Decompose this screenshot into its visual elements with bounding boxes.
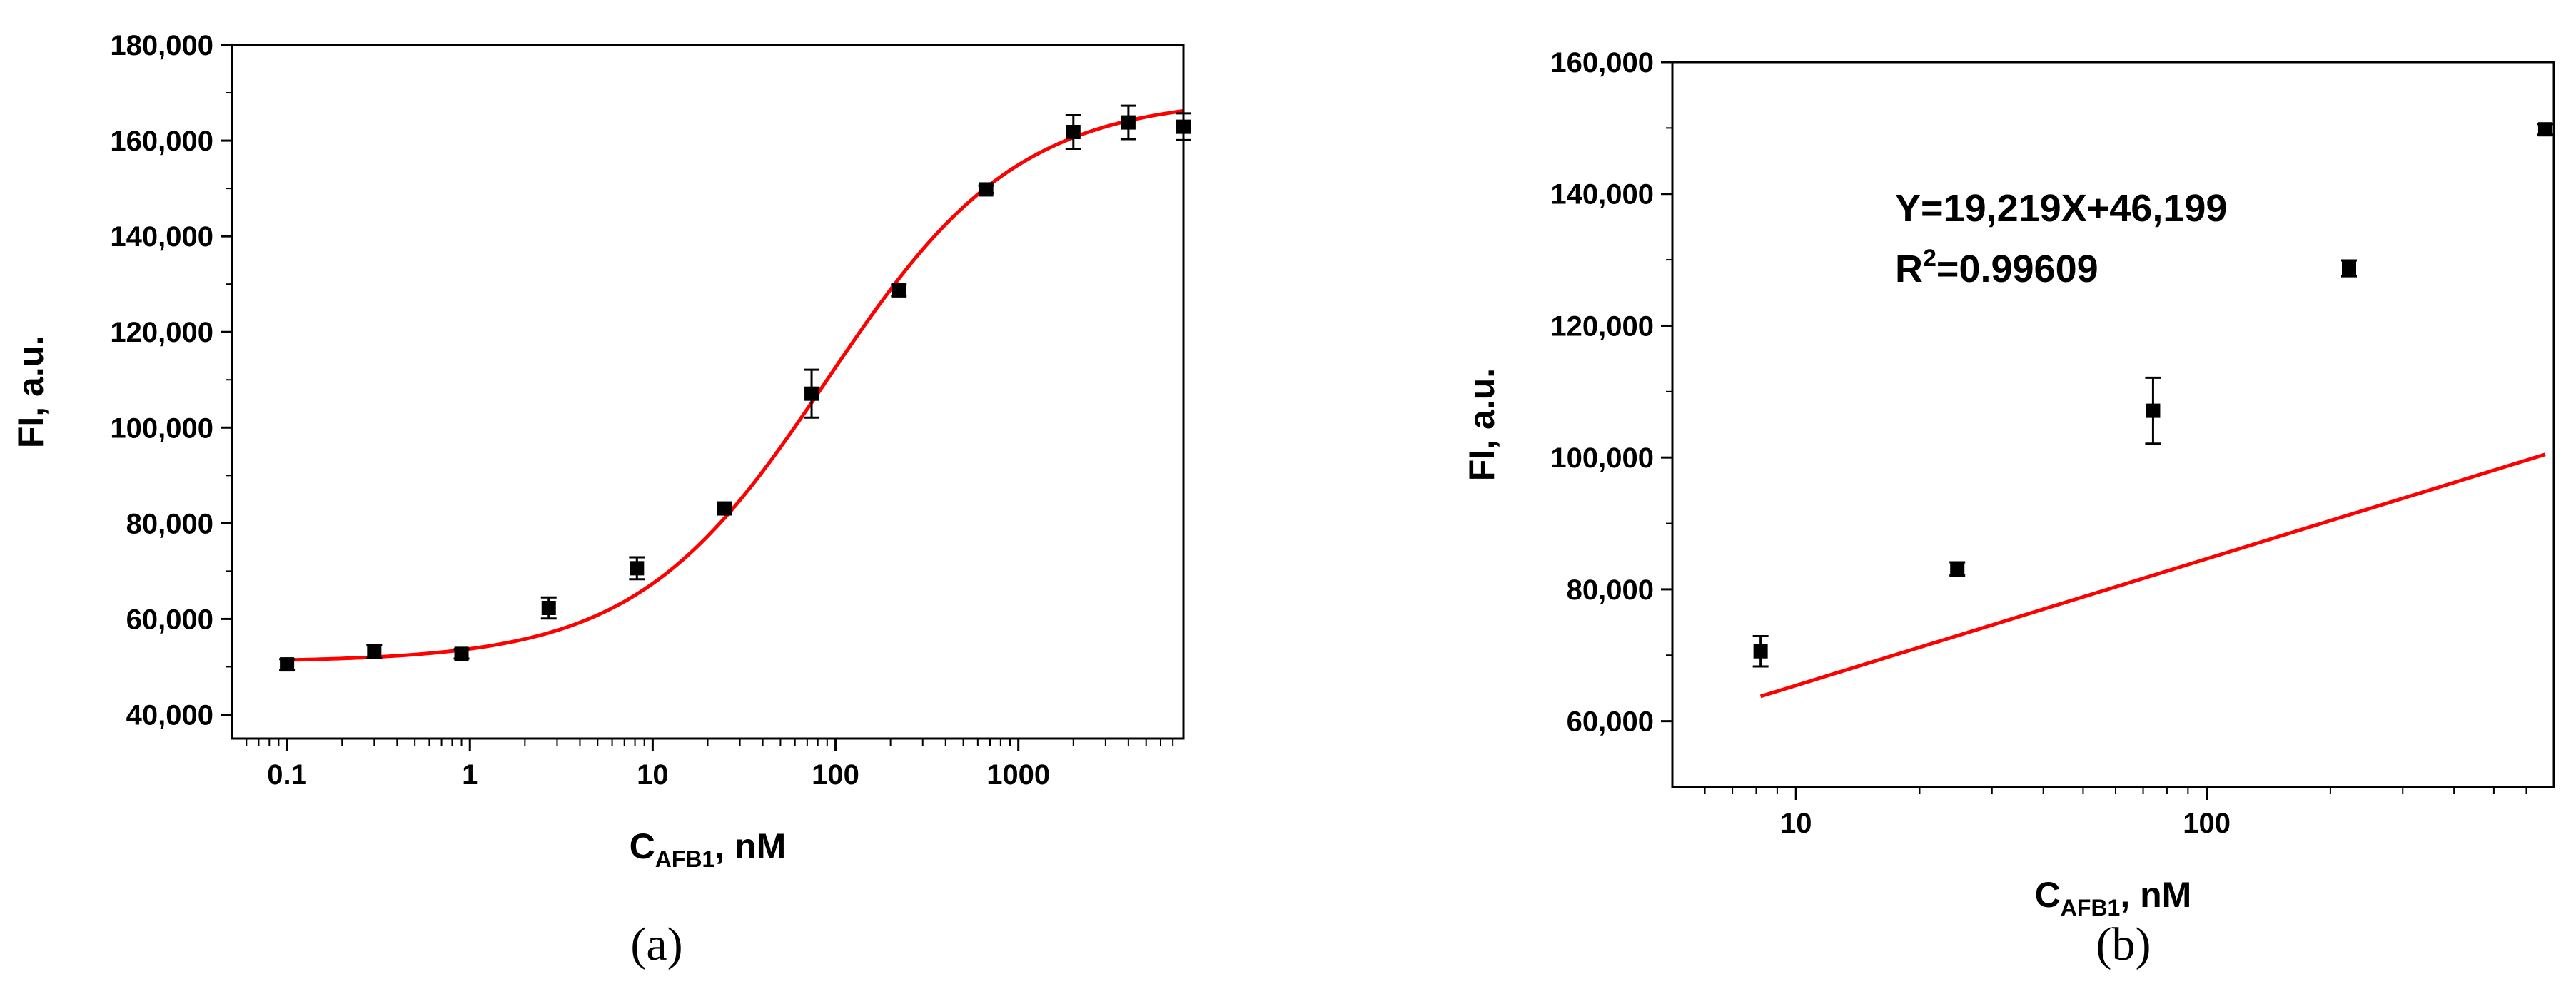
data-point: [279, 657, 296, 672]
point-marker: [804, 386, 819, 401]
y-tick-label: 120,000: [110, 317, 213, 348]
chart-b-ticks: 60,000 80,000 100,000 120,000 140,000 160,000…: [1550, 47, 2527, 839]
chart-b-x-label-main: C: [2035, 875, 2061, 915]
data-point: [629, 556, 645, 581]
chart-a-x-label-rest: , nM: [714, 826, 786, 866]
y-tick-label: 160,000: [110, 126, 213, 157]
chart-b-r-squared: R2=0.99609: [1895, 245, 2098, 290]
chart-a-x-axis-label: CAFB1, nM: [630, 826, 787, 872]
chart-a-fit-curve: [287, 108, 1184, 662]
point-marker: [1950, 562, 1965, 577]
x-tick-label: 1000: [986, 759, 1050, 791]
fit-curve: [1759, 452, 2546, 699]
point-marker: [280, 657, 295, 672]
y-tick-label: 140,000: [110, 221, 213, 253]
point-marker: [1066, 125, 1081, 140]
x-tick-label: 100: [2183, 808, 2231, 839]
chart-a-ticks: 40,000 60,000 80,000 100,000 120,000 140,000 1…: [110, 30, 1174, 791]
chart-b-y-axis-label: FI, a.u.: [1462, 368, 1502, 481]
x-tick-label: 10: [637, 759, 669, 791]
chart-b-r2-prefix: R: [1895, 248, 1923, 290]
point-marker: [1753, 644, 1768, 659]
fit-curve: [287, 108, 1184, 662]
chart-b-x-label-sub: AFB1: [2061, 895, 2121, 921]
chart-b: 60,000 80,000 100,000 120,000 140,000 160,000…: [1462, 47, 2555, 970]
chart-a-panel-label: (a): [630, 918, 682, 970]
y-tick-label: 160,000: [1550, 47, 1654, 78]
y-tick-label: 140,000: [1550, 179, 1654, 211]
chart-b-x-label-rest: , nM: [2120, 875, 2191, 915]
y-tick-label: 100,000: [110, 412, 213, 444]
chart-a-y-axis-label: FI, a.u.: [11, 335, 51, 448]
chart-a-x-label-sub: AFB1: [655, 846, 715, 872]
point-marker: [979, 182, 994, 197]
x-tick-label: 1: [462, 759, 478, 791]
data-point: [1065, 114, 1081, 150]
data-point: [978, 182, 994, 197]
chart-b-equation: Y=19,219X+46,199: [1895, 187, 2227, 230]
data-point: [1120, 104, 1136, 141]
chart-b-plot-frame: [1671, 61, 2555, 788]
point-marker: [367, 644, 382, 659]
chart-b-r2-value: =0.99609: [1936, 248, 2098, 290]
point-marker: [454, 646, 469, 661]
data-point: [716, 501, 732, 516]
chart-b-points: [1752, 122, 2553, 668]
y-tick-label: 60,000: [1567, 706, 1654, 738]
chart-b-r2-sup: 2: [1923, 245, 1936, 272]
y-tick-label: 40,000: [126, 699, 213, 731]
chart-b-x-axis-label: CAFB1, nM: [2035, 875, 2192, 921]
y-tick-label: 80,000: [1567, 574, 1654, 606]
y-tick-label: 180,000: [110, 30, 213, 61]
y-tick-label: 120,000: [1550, 310, 1654, 342]
point-marker: [2341, 261, 2356, 276]
point-marker: [541, 600, 556, 615]
data-point: [540, 596, 557, 620]
chart-b-fit-line: [1759, 452, 2546, 699]
y-tick-label: 80,000: [126, 508, 213, 539]
data-point: [1949, 561, 1966, 577]
point-marker: [717, 501, 732, 516]
point-marker: [2537, 122, 2552, 137]
data-point: [2145, 376, 2161, 445]
data-point: [804, 368, 820, 419]
x-tick-label: 10: [1780, 808, 1812, 839]
point-marker: [1121, 115, 1136, 130]
point-marker: [892, 283, 906, 298]
x-tick-label: 0.1: [267, 759, 307, 791]
data-point: [1752, 634, 1769, 668]
data-point: [366, 644, 383, 659]
chart-a-points: [279, 104, 1191, 672]
chart-b-panel-label: (b): [2096, 918, 2151, 970]
chart-a-plot-frame: [231, 44, 1185, 740]
data-point: [891, 283, 907, 298]
chart-a: 40,000 60,000 80,000 100,000 120,000 140,000 1…: [11, 30, 1191, 970]
x-tick-label: 100: [812, 759, 859, 791]
chart-a-x-label-main: C: [630, 826, 655, 866]
data-point: [2537, 122, 2553, 137]
y-tick-label: 60,000: [126, 604, 213, 635]
y-tick-label: 100,000: [1550, 442, 1654, 474]
data-point: [2340, 259, 2357, 278]
point-marker: [2146, 403, 2161, 418]
data-point: [453, 646, 470, 661]
point-marker: [630, 561, 645, 576]
